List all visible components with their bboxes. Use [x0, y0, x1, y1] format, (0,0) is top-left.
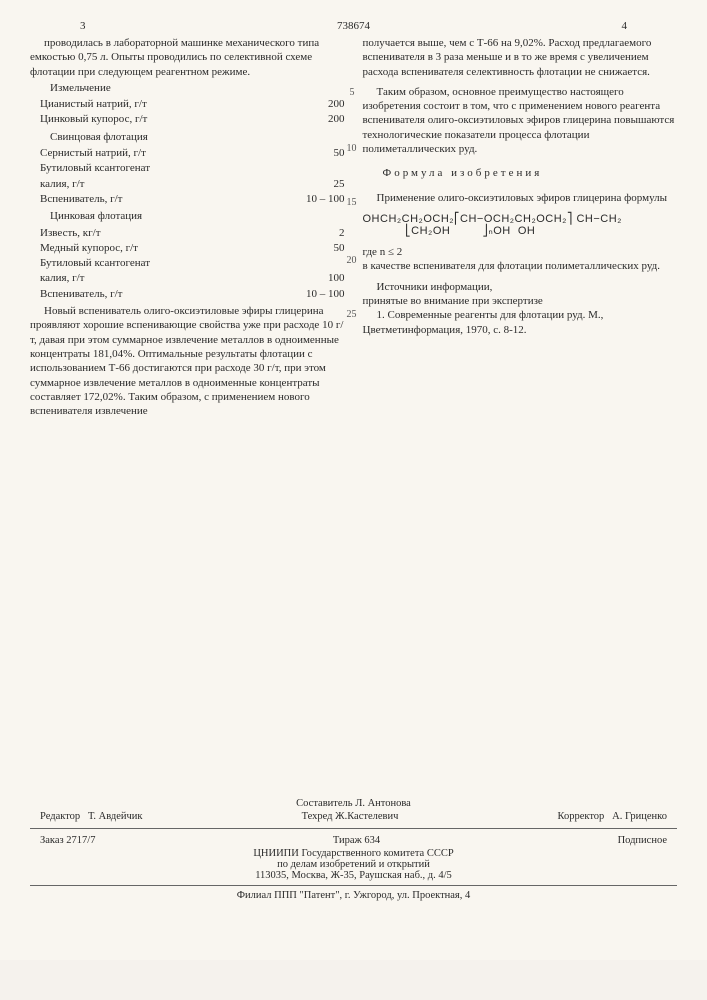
- order-number: 2717/7: [66, 835, 95, 846]
- reagent-label: Бутиловый ксантогенат: [40, 256, 285, 270]
- tech-name: Ж.Кастелевич: [335, 811, 398, 822]
- reagent-value: [285, 256, 345, 270]
- footer: Составитель Л. Антонова Редактор Т. Авде…: [30, 798, 677, 901]
- reagent-row: Цинковый купорос, г/т 200: [30, 112, 345, 127]
- order-label: Заказ: [40, 835, 64, 846]
- reagent-label: калия, г/т: [40, 177, 285, 191]
- compiler-name: Л. Антонова: [355, 798, 411, 809]
- reagent-label: Известь, кг/т: [40, 226, 285, 240]
- reagent-row: Вспениватель, г/т 10 – 100: [30, 192, 345, 207]
- order-block: Заказ 2717/7: [40, 835, 95, 846]
- reagent-value: 200: [285, 97, 345, 111]
- reagent-label: Сернистый натрий, г/т: [40, 146, 285, 160]
- paragraph: Применение олиго-оксиэтиловых эфиров гли…: [363, 191, 678, 205]
- col-number-right: 4: [622, 20, 628, 32]
- reagent-row: Бутиловый ксантогенат: [30, 256, 345, 271]
- subscription: Подписное: [618, 835, 667, 846]
- reagent-label: калия, г/т: [40, 271, 285, 285]
- section-lead-flotation: Свинцовая флотация: [30, 130, 345, 144]
- two-column-layout: проводилась в лабораторной машинке механ…: [30, 36, 677, 418]
- corrector-label: Корректор: [557, 811, 604, 822]
- editor-label: Редактор: [40, 811, 80, 822]
- sources-subheading: принятые во внимание при экспертизе: [363, 294, 678, 308]
- section-grinding: Измельчение: [30, 81, 345, 95]
- intro-paragraph: проводилась в лабораторной машинке механ…: [30, 36, 345, 79]
- corrector-block: Корректор А. Гриценко: [557, 811, 667, 822]
- reagent-row: Цианистый натрий, г/т 200: [30, 97, 345, 112]
- chemical-formula: OHCH₂CH₂OCH₂⎡CH−OCH₂CH₂OCH₂⎤ CH−CH₂ ⎣CH₂…: [363, 213, 678, 237]
- reagent-row: калия, г/т 25: [30, 177, 345, 192]
- editor-name: Т. Авдейчик: [88, 811, 143, 822]
- reagent-label: Цианистый натрий, г/т: [40, 97, 285, 111]
- paragraph: получается выше, чем с Т-66 на 9,02%. Ра…: [363, 36, 678, 79]
- tirage-block: Тираж 634: [333, 835, 380, 846]
- line-number: 15: [347, 196, 357, 209]
- org-line-1: ЦНИИПИ Государственного комитета СССР: [30, 848, 677, 859]
- compiler-label: Составитель: [296, 798, 352, 809]
- paragraph: в качестве вспенивателя для флотации пол…: [363, 259, 678, 273]
- tirage-label: Тираж: [333, 835, 362, 846]
- reagent-value: 50: [285, 241, 345, 255]
- reagent-row: калия, г/т 100: [30, 271, 345, 286]
- body-paragraph: Новый вспениватель олиго-оксиэтиловые эф…: [30, 304, 345, 418]
- line-number: 5: [350, 86, 355, 99]
- reagent-value: [285, 161, 345, 175]
- col-number-left: 3: [80, 20, 86, 32]
- line-number: 25: [347, 308, 357, 321]
- address: 113035, Москва, Ж-35, Раушская наб., д. …: [30, 870, 677, 881]
- page: 3 738674 4 проводилась в лабораторной ма…: [0, 0, 707, 960]
- header-row: 3 738674 4: [30, 20, 677, 32]
- reagent-label: Цинковый купорос, г/т: [40, 112, 285, 126]
- where-clause: где n ≤ 2: [363, 245, 678, 259]
- left-column: проводилась в лабораторной машинке механ…: [30, 36, 345, 418]
- formula-heading: Формула изобретения: [363, 166, 678, 180]
- doc-number: 738674: [337, 20, 370, 32]
- formula-line-1: OHCH₂CH₂OCH₂⎡CH−OCH₂CH₂OCH₂⎤ CH−CH₂: [363, 213, 622, 225]
- reagent-label: Вспениватель, г/т: [40, 192, 285, 206]
- reagent-label: Вспениватель, г/т: [40, 287, 285, 301]
- reagent-row: Вспениватель, г/т 10 – 100: [30, 287, 345, 302]
- tirage-number: 634: [364, 835, 380, 846]
- reagent-row: Медный купорос, г/т 50: [30, 241, 345, 256]
- reagent-value: 10 – 100: [285, 192, 345, 206]
- tech-block: Техред Ж.Кастелевич: [302, 811, 399, 822]
- reagent-value: 2: [285, 226, 345, 240]
- formula-line-2: ⎣CH₂OH ⎦ₙOH OH: [363, 225, 536, 237]
- org-line-2: по делам изобретений и открытий: [30, 859, 677, 870]
- paragraph: Таким образом, основное преимущество нас…: [363, 85, 678, 156]
- divider: [30, 885, 677, 886]
- reagent-label: Бутиловый ксантогенат: [40, 161, 285, 175]
- branch-address: Филиал ППП "Патент", г. Ужгород, ул. Про…: [30, 890, 677, 901]
- reagent-row: Бутиловый ксантогенат: [30, 161, 345, 176]
- reagent-value: 10 – 100: [285, 287, 345, 301]
- section-zinc-flotation: Цинковая флотация: [30, 209, 345, 223]
- reagent-value: 100: [285, 271, 345, 285]
- reagent-value: 50: [285, 146, 345, 160]
- editor-block: Редактор Т. Авдейчик: [40, 811, 143, 822]
- divider: [30, 828, 677, 829]
- tech-label: Техред: [302, 811, 333, 822]
- reagent-row: Сернистый натрий, г/т 50: [30, 146, 345, 161]
- reagent-value: 200: [285, 112, 345, 126]
- line-number: 10: [347, 142, 357, 155]
- corrector-name: А. Гриценко: [612, 811, 667, 822]
- line-number: 20: [347, 254, 357, 267]
- reagent-label: Медный купорос, г/т: [40, 241, 285, 255]
- reagent-value: 25: [285, 177, 345, 191]
- source-item: 1. Современные реагенты для флотации руд…: [363, 308, 678, 337]
- reagent-row: Известь, кг/т 2: [30, 226, 345, 241]
- sources-heading: Источники информации,: [363, 280, 678, 294]
- right-column: получается выше, чем с Т-66 на 9,02%. Ра…: [363, 36, 678, 418]
